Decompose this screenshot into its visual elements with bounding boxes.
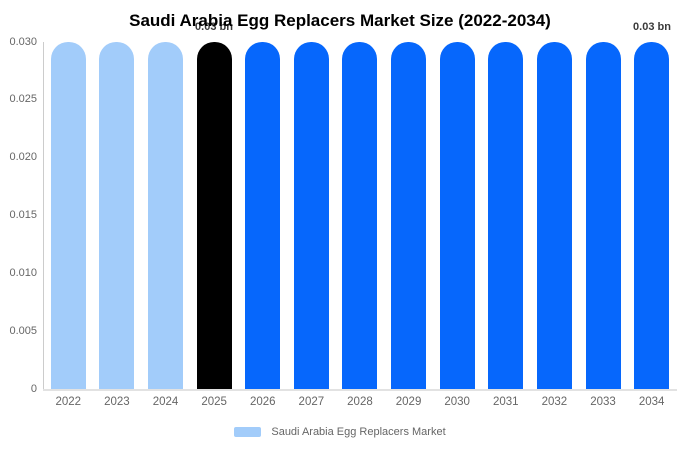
bar-2027[interactable] — [293, 42, 329, 389]
chart-title: Saudi Arabia Egg Replacers Market Size (… — [129, 11, 551, 30]
x-axis-line — [43, 389, 677, 391]
y-tick-label-0.025: 0.025 — [9, 93, 37, 105]
bar-2030[interactable] — [439, 42, 475, 389]
bar-2032[interactable] — [536, 42, 572, 389]
bar-cell-2029 — [384, 42, 433, 389]
x-tick-label-2025: 2025 — [201, 396, 227, 408]
x-tick-label-2032: 2032 — [541, 396, 568, 408]
bar-cell-2030 — [433, 42, 482, 389]
x-tick-label-2022: 2022 — [55, 396, 82, 408]
bar-2033[interactable] — [585, 42, 621, 389]
annotation-2034-value: 0.03 bn — [633, 21, 671, 33]
bar-cell-2022 — [44, 42, 93, 389]
bar-cell-2026 — [238, 42, 287, 389]
bar-2025[interactable] — [196, 42, 232, 389]
bar-2023[interactable] — [99, 42, 135, 389]
bars-area — [44, 42, 676, 389]
bar-2034[interactable] — [634, 42, 670, 389]
y-tick-label-0.005: 0.005 — [9, 325, 37, 337]
bar-2029[interactable] — [391, 42, 427, 389]
bar-2031[interactable] — [488, 42, 524, 389]
x-tick-label-2028: 2028 — [347, 396, 373, 408]
y-axis: 0 0.005 0.010 0.015 0.020 0.025 0.030 — [0, 0, 37, 450]
x-tick-label-2029: 2029 — [395, 396, 422, 408]
bar-cell-2031 — [481, 42, 530, 389]
bar-cell-2028 — [336, 42, 385, 389]
bar-2024[interactable] — [148, 42, 184, 389]
y-tick-label-0.030: 0.030 — [9, 36, 37, 48]
bar-cell-2033 — [579, 42, 628, 389]
x-tick-label-2033: 2033 — [590, 396, 616, 408]
y-tick-label-0: 0 — [30, 383, 37, 395]
y-tick-label-0.015: 0.015 — [9, 209, 37, 221]
bar-cell-2024 — [141, 42, 190, 389]
y-tick-label-0.010: 0.010 — [9, 267, 37, 279]
x-tick-label-2034: 2034 — [638, 396, 665, 408]
x-tick-label-2026: 2026 — [249, 396, 276, 408]
bar-cell-2023 — [93, 42, 142, 389]
y-axis-line — [43, 42, 44, 390]
legend[interactable]: Saudi Arabia Egg Replacers Market — [0, 426, 680, 438]
x-tick-label-2027: 2027 — [298, 396, 325, 408]
legend-item-label: Saudi Arabia Egg Replacers Market — [271, 426, 446, 438]
annotation-2025-value: 0.03 bn — [195, 21, 233, 33]
x-tick-label-2023: 2023 — [104, 396, 130, 408]
x-tick-label-2024: 2024 — [152, 396, 179, 408]
x-tick-label-2030: 2030 — [444, 396, 470, 408]
bar-cell-2034 — [627, 42, 676, 389]
bar-cell-2032 — [530, 42, 579, 389]
y-tick-label-0.020: 0.020 — [9, 151, 37, 163]
x-axis: 2022 2023 2024 2025 2026 2027 2028 2029 2030 2031… — [44, 396, 676, 408]
bar-2026[interactable] — [245, 42, 281, 389]
x-tick-label-2031: 2031 — [492, 396, 519, 408]
bar-cell-2025 — [190, 42, 239, 389]
bar-2028[interactable] — [342, 42, 378, 389]
bar-2022[interactable] — [50, 42, 86, 389]
legend-swatch — [234, 427, 262, 437]
bar-cell-2027 — [287, 42, 336, 389]
